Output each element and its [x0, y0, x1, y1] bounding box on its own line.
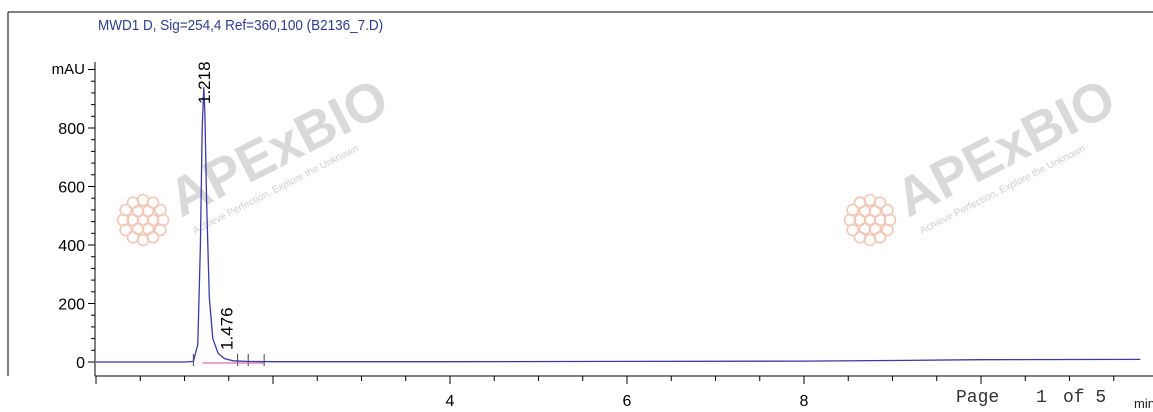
page-number: 1 [1036, 388, 1047, 408]
watermark-logo-dot [873, 196, 887, 209]
page-label: Page [956, 388, 1000, 408]
y-tick-label: 0 [76, 355, 85, 372]
x-axis-unit: min [1134, 396, 1153, 411]
watermark-logo-dot [126, 231, 140, 244]
x-tick-label: 8 [800, 393, 809, 410]
watermark-logo-dot [119, 203, 132, 217]
watermark-logo-dot [154, 203, 167, 217]
chromatogram-trace [96, 87, 1141, 363]
y-tick-label: 200 [58, 297, 85, 314]
chart-title: MWD1 D, Sig=254,4 Ref=360,100 (B2136_7.D… [98, 17, 384, 34]
watermark-logo-dot [846, 203, 859, 217]
y-axis-label: mAU [52, 61, 85, 78]
peak-label: 1.218 [195, 61, 214, 104]
page-total: of 5 [1063, 388, 1107, 408]
y-tick-label: 600 [58, 180, 85, 197]
watermark-logo-dot [881, 203, 894, 217]
peak-label: 1.476 [218, 307, 237, 350]
watermark-brand: APExBIO [886, 68, 1124, 229]
watermark-logo-dot [881, 223, 894, 237]
x-tick-label: 6 [623, 393, 632, 410]
x-tick-label: 4 [446, 393, 455, 410]
watermark-logo-dot [154, 223, 167, 237]
y-tick-label: 400 [58, 238, 85, 255]
watermark-logo-dot [146, 196, 160, 209]
watermark-logo-dot [853, 231, 867, 244]
y-tick-label: 800 [58, 121, 85, 138]
